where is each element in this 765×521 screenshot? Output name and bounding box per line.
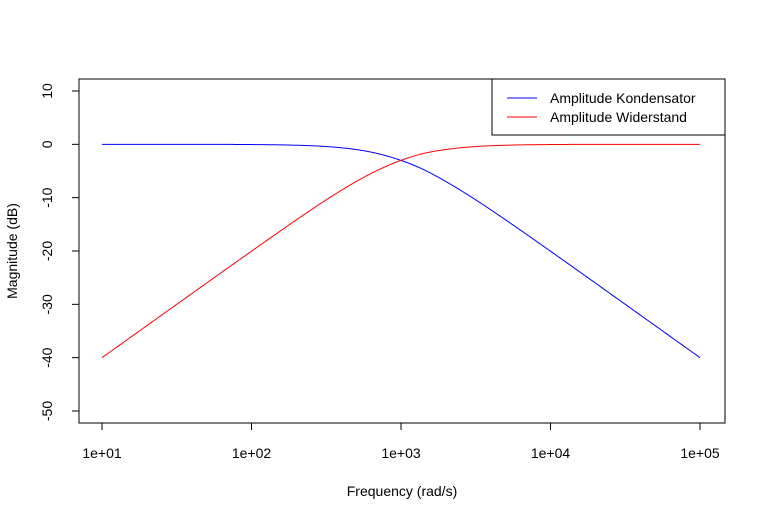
x-tick-label: 1e+01: [82, 445, 122, 461]
y-tick-label: 10: [39, 83, 55, 99]
legend: Amplitude Kondensator Amplitude Widerstan…: [491, 78, 726, 136]
x-tick-label: 1e+04: [531, 445, 571, 461]
x-axis-title: Frequency (rad/s): [347, 483, 457, 499]
y-axis: -50 -40 -30 -20 -10 0 10: [39, 83, 80, 421]
y-tick-label: -10: [39, 187, 55, 207]
x-tick-label: 1e+02: [232, 445, 272, 461]
series-layer: [101, 143, 701, 359]
y-tick-label: -30: [39, 294, 55, 314]
y-tick-label: -40: [39, 347, 55, 367]
series-line-kondensator: [102, 143, 701, 359]
legend-label: Amplitude Widerstand: [550, 109, 687, 125]
series-line-widerstand: [101, 143, 700, 359]
x-axis: 1e+01 1e+02 1e+03 1e+04 1e+05: [82, 422, 720, 461]
y-tick-label: -50: [39, 401, 55, 421]
legend-label: Amplitude Kondensator: [550, 90, 696, 106]
x-tick-label: 1e+05: [680, 445, 720, 461]
y-axis-title: Magnitude (dB): [4, 203, 20, 299]
y-tick-label: -20: [39, 241, 55, 261]
x-tick-label: 1e+03: [381, 445, 421, 461]
y-tick-label: 0: [39, 140, 55, 148]
legend-box: [491, 78, 726, 136]
